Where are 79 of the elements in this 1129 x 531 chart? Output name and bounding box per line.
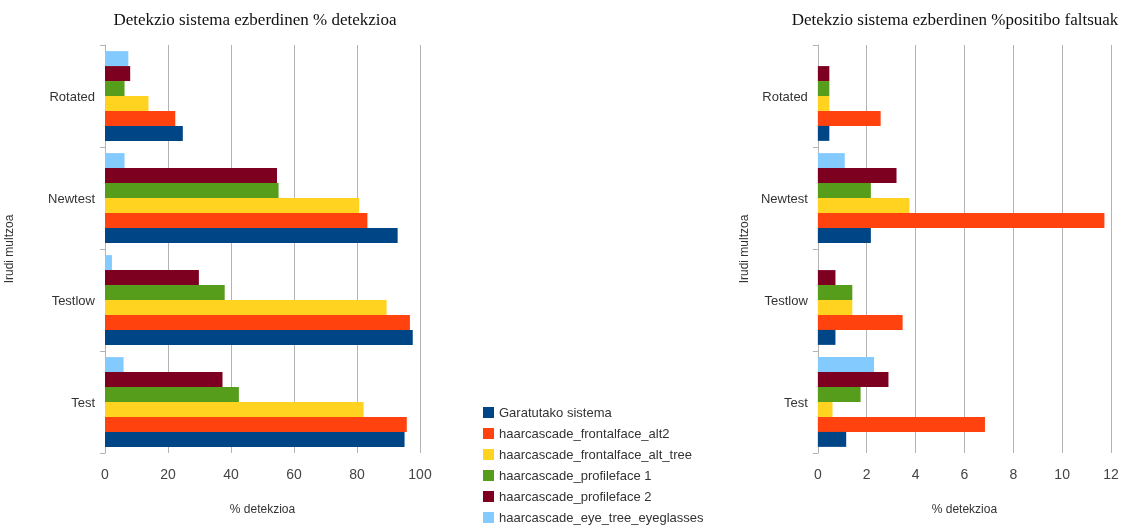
bar — [817, 402, 833, 417]
x-tick-label: 4 — [911, 466, 920, 482]
legend-label: haarcascade_eye_tree_eyeglasses — [499, 510, 705, 525]
legend-label: Garatutako sistema — [499, 405, 613, 420]
x-tick-label: 40 — [223, 466, 239, 482]
bar — [817, 416, 985, 432]
bar — [105, 402, 364, 417]
y-tick-label: Test — [71, 394, 96, 410]
y-tick-label: Testlow — [764, 292, 809, 308]
bar — [105, 285, 225, 300]
bar — [817, 227, 871, 243]
bar — [105, 329, 413, 345]
bar — [817, 96, 830, 111]
bar — [105, 168, 277, 184]
bar — [817, 212, 1105, 228]
bar — [817, 285, 853, 300]
legend-label: haarcascade_frontalface_alt_tree — [499, 447, 692, 462]
bar — [817, 314, 903, 330]
y-tick-label: Rotated — [762, 88, 808, 104]
bar — [817, 329, 836, 345]
chart-title: Detekzio sistema ezberdinen % detekzioa — [113, 10, 398, 29]
x-tick-label: 60 — [286, 466, 302, 482]
bar — [105, 96, 149, 111]
bar — [105, 153, 125, 169]
bar — [817, 372, 889, 388]
bar — [105, 198, 360, 213]
bar — [817, 270, 836, 286]
bar — [105, 314, 410, 330]
bar — [817, 168, 897, 184]
x-tick-label: 6 — [960, 466, 969, 482]
bar — [817, 431, 847, 447]
bar — [105, 416, 407, 432]
x-tick-label: 100 — [408, 466, 432, 482]
x-tick-label: 12 — [1103, 466, 1119, 482]
y-tick-label: Testlow — [51, 292, 96, 308]
bar — [105, 431, 405, 447]
y-tick-label: Rotated — [49, 88, 95, 104]
x-tick-label: 20 — [160, 466, 176, 482]
bar — [105, 255, 112, 271]
x-tick-label: 0 — [813, 466, 822, 482]
x-axis-title: % detekzioa — [229, 502, 296, 516]
bar — [817, 300, 853, 315]
bar — [105, 372, 223, 388]
x-tick-label: 2 — [862, 466, 871, 482]
bar — [817, 153, 845, 169]
bar — [817, 66, 830, 82]
x-axis-title: % detekzioa — [931, 502, 998, 516]
x-tick-label: 10 — [1054, 466, 1071, 482]
bar — [105, 300, 387, 315]
legend-label: haarcascade_profileface 1 — [499, 468, 652, 483]
bar — [817, 81, 830, 96]
y-tick-label: Newtest — [760, 190, 809, 206]
bar — [105, 270, 199, 286]
bar — [105, 66, 131, 82]
chart-title: Detekzio sistema ezberdinen %positibo faltsuak — [791, 10, 1119, 29]
y-axis-title: Irudi multzoa — [2, 214, 16, 284]
bar — [817, 183, 871, 198]
x-tick-label: 0 — [101, 466, 110, 482]
bar — [817, 198, 910, 213]
bar — [105, 357, 124, 373]
y-tick-label: Test — [784, 394, 809, 410]
legend-label: haarcascade_frontalface_alt2 — [499, 426, 670, 441]
legend-label: haarcascade_profileface 2 — [499, 489, 652, 504]
x-tick-label: 8 — [1009, 466, 1018, 482]
bar — [105, 51, 129, 67]
bar — [105, 81, 125, 96]
bar — [105, 387, 239, 402]
y-tick-label: Newtest — [48, 190, 96, 206]
bar — [105, 227, 398, 243]
bar — [105, 110, 176, 126]
y-axis-title: Irudi multzoa — [737, 214, 751, 284]
bar — [105, 183, 279, 198]
bar — [817, 387, 861, 402]
bar — [817, 125, 830, 141]
x-tick-label: 80 — [349, 466, 365, 482]
bar — [817, 110, 881, 126]
bar — [105, 125, 183, 141]
bar — [817, 357, 875, 373]
bar — [105, 212, 368, 228]
